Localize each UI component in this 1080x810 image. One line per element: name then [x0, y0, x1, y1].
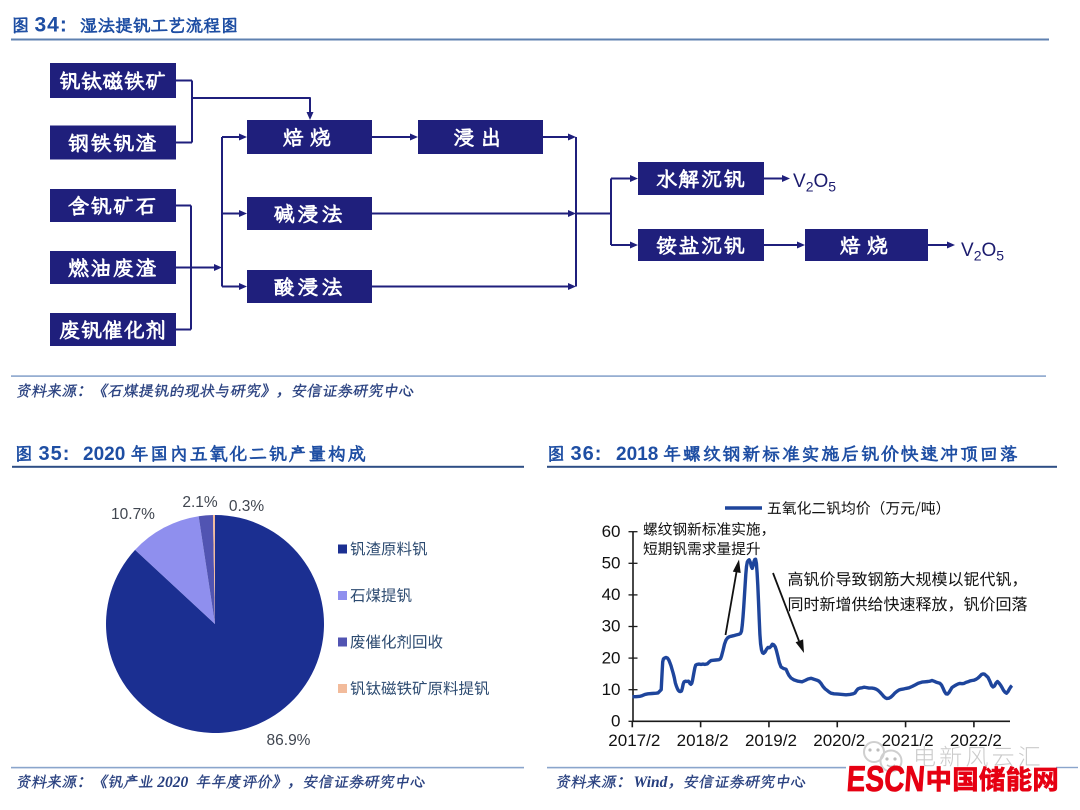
svg-text:2020: 2020 [156, 774, 188, 791]
svg-text:V2O5: V2O5 [793, 171, 836, 195]
svg-text:0.3%: 0.3% [229, 498, 265, 515]
svg-text:2021/2: 2021/2 [882, 731, 934, 750]
svg-text:34:: 34: [35, 14, 68, 37]
svg-text:2018: 2018 [616, 444, 658, 465]
svg-text:2020: 2020 [83, 444, 125, 465]
svg-text:2022/2: 2022/2 [950, 731, 1002, 750]
svg-text:V2O5: V2O5 [961, 240, 1004, 264]
svg-text:10.7%: 10.7% [111, 506, 155, 523]
svg-text:30: 30 [602, 617, 621, 636]
svg-text:2017/2: 2017/2 [608, 731, 660, 750]
svg-text:40: 40 [602, 585, 621, 604]
svg-text:35:: 35: [39, 443, 71, 465]
svg-text:Wind: Wind [634, 774, 668, 791]
svg-text:10: 10 [602, 680, 621, 699]
svg-text:60: 60 [602, 522, 621, 541]
svg-text:0: 0 [611, 712, 620, 731]
svg-text:2018/2: 2018/2 [677, 731, 729, 750]
svg-text:50: 50 [602, 554, 621, 573]
svg-text:ESCN: ESCN [845, 758, 926, 799]
svg-text:36:: 36: [571, 443, 603, 465]
svg-text:86.9%: 86.9% [267, 732, 311, 749]
svg-text:20: 20 [602, 648, 621, 667]
svg-text:2.1%: 2.1% [182, 494, 218, 511]
svg-text:2020/2: 2020/2 [813, 731, 865, 750]
svg-text:2019/2: 2019/2 [745, 731, 797, 750]
